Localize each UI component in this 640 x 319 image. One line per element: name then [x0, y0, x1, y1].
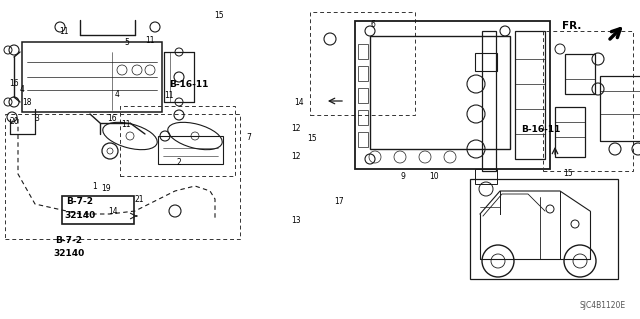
Text: 5: 5: [124, 38, 129, 47]
Bar: [543, 31, 633, 171]
Bar: [470, 179, 618, 279]
Bar: [475, 53, 497, 71]
Text: 14: 14: [294, 98, 304, 107]
Bar: [310, 12, 415, 115]
Text: 14: 14: [108, 207, 118, 216]
Text: 6: 6: [370, 20, 375, 29]
Text: B-16-11: B-16-11: [169, 80, 209, 89]
Text: 2: 2: [177, 158, 182, 167]
Text: 4: 4: [115, 90, 120, 99]
Text: 20: 20: [9, 117, 19, 126]
Text: 3: 3: [34, 114, 39, 122]
Text: 18: 18: [22, 98, 31, 107]
Text: 13: 13: [291, 216, 301, 225]
Text: 32140: 32140: [54, 249, 84, 258]
Bar: [355, 21, 550, 169]
Bar: [358, 66, 368, 81]
Bar: [600, 76, 640, 141]
Text: 15: 15: [307, 134, 317, 143]
Text: 12: 12: [291, 152, 300, 161]
Text: 17: 17: [334, 197, 344, 206]
Text: FR.: FR.: [562, 21, 581, 31]
Bar: [358, 88, 368, 103]
Text: 9: 9: [401, 172, 406, 181]
Bar: [62, 196, 134, 224]
Text: 12: 12: [291, 124, 300, 133]
Text: 7: 7: [246, 133, 251, 142]
Text: B-16-11: B-16-11: [521, 125, 561, 134]
Text: 10: 10: [429, 172, 439, 181]
Bar: [358, 44, 368, 59]
Text: 1: 1: [92, 182, 97, 191]
Text: 21: 21: [135, 195, 144, 204]
Text: 16: 16: [107, 114, 117, 122]
Text: 4: 4: [20, 85, 25, 94]
Bar: [358, 110, 368, 125]
Text: B-7-2: B-7-2: [67, 197, 93, 206]
Text: 11: 11: [60, 27, 68, 36]
Text: 11: 11: [146, 36, 155, 45]
Text: B-7-2: B-7-2: [56, 236, 83, 245]
Text: SJC4B1120E: SJC4B1120E: [580, 301, 626, 310]
Text: 15: 15: [563, 169, 573, 178]
Bar: [158, 136, 223, 164]
Bar: [555, 107, 585, 157]
Bar: [475, 169, 497, 184]
Text: 15: 15: [214, 11, 224, 20]
Bar: [120, 106, 235, 176]
Bar: [358, 132, 368, 147]
Bar: [565, 54, 595, 94]
Bar: [22, 42, 162, 112]
Bar: [5, 114, 240, 239]
Text: 11: 11: [122, 120, 131, 129]
Bar: [482, 31, 496, 171]
Text: 16: 16: [9, 79, 19, 88]
Bar: [515, 31, 545, 159]
Bar: [370, 36, 510, 149]
Text: 19: 19: [100, 184, 111, 193]
Text: 11: 11: [164, 91, 173, 100]
Text: 32140: 32140: [65, 211, 95, 220]
